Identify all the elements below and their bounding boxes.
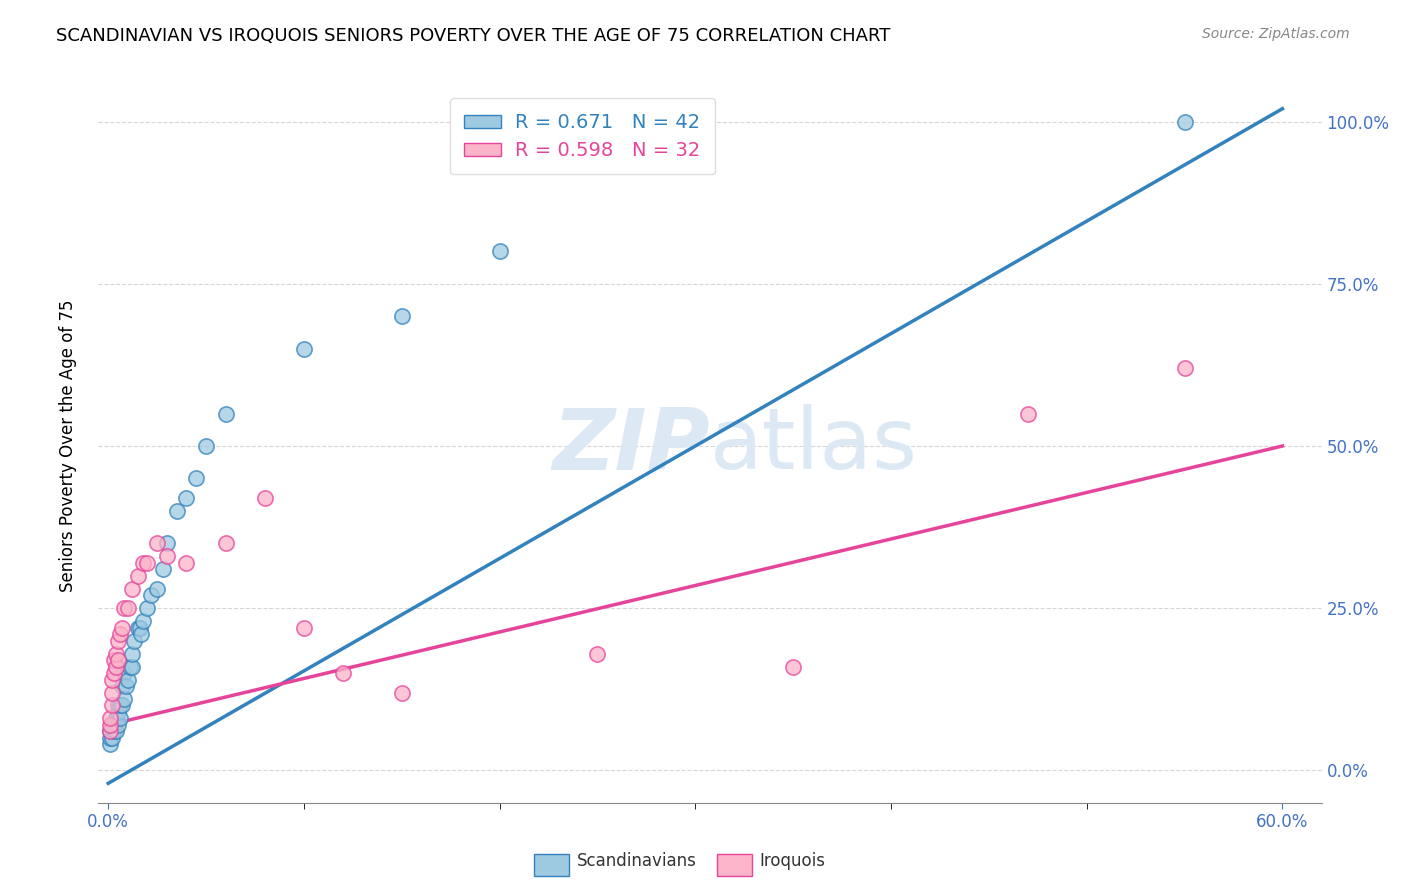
Point [292, 342, 315, 356]
Point [156, 536, 179, 550]
Point [146, 536, 169, 550]
Point [107, 705, 129, 719]
Point [118, 659, 141, 673]
Point [98, 711, 121, 725]
Text: SCANDINAVIAN VS IROQUOIS SENIORS POVERTY OVER THE AGE OF 75 CORRELATION CHART: SCANDINAVIAN VS IROQUOIS SENIORS POVERTY… [56, 27, 890, 45]
Y-axis label: Seniors Poverty Over the Age of 75: Seniors Poverty Over the Age of 75 [59, 300, 77, 592]
Point [103, 653, 125, 667]
Point [122, 633, 145, 648]
Point [101, 718, 124, 732]
Point [136, 601, 159, 615]
Point [132, 556, 155, 570]
Point [121, 582, 143, 596]
Point [1017, 407, 1039, 421]
Point [103, 724, 125, 739]
Point [107, 653, 129, 667]
Point [117, 673, 139, 687]
Point [176, 491, 198, 505]
Point [111, 621, 134, 635]
Point [1174, 114, 1197, 128]
Point [253, 491, 276, 505]
Point [98, 724, 121, 739]
Point [141, 588, 163, 602]
Point [132, 614, 155, 628]
Point [107, 633, 129, 648]
Point [214, 536, 236, 550]
Legend: R = 0.671   N = 42, R = 0.598   N = 32: R = 0.671 N = 42, R = 0.598 N = 32 [450, 98, 714, 174]
Point [186, 471, 208, 485]
Point [111, 698, 134, 713]
Point [114, 679, 136, 693]
Point [117, 601, 139, 615]
Text: Scandinavians: Scandinavians [576, 852, 696, 870]
Point [131, 627, 153, 641]
Point [101, 685, 124, 699]
Point [332, 666, 354, 681]
Point [107, 718, 129, 732]
Point [112, 601, 135, 615]
Point [292, 621, 315, 635]
Text: atlas: atlas [710, 404, 918, 488]
Point [152, 562, 174, 576]
Point [101, 731, 124, 745]
Point [127, 568, 149, 582]
Point [108, 711, 131, 725]
Text: Source: ZipAtlas.com: Source: ZipAtlas.com [1202, 27, 1350, 41]
Point [391, 685, 413, 699]
Text: ZIP: ZIP [553, 404, 710, 488]
Point [121, 659, 143, 673]
Point [782, 659, 804, 673]
Point [105, 647, 128, 661]
Point [98, 718, 121, 732]
Point [136, 556, 159, 570]
Point [98, 731, 121, 745]
Point [98, 738, 121, 752]
Point [195, 439, 218, 453]
Point [108, 627, 131, 641]
Point [105, 724, 128, 739]
Point [166, 504, 188, 518]
Point [103, 666, 125, 681]
Point [488, 244, 510, 259]
Point [146, 582, 169, 596]
Point [391, 310, 413, 324]
Point [112, 692, 135, 706]
Point [101, 673, 124, 687]
Point [112, 666, 135, 681]
Point [128, 621, 150, 635]
Point [105, 659, 128, 673]
Point [108, 698, 131, 713]
Point [156, 549, 179, 564]
Point [111, 679, 134, 693]
Point [103, 718, 125, 732]
Point [214, 407, 236, 421]
Point [121, 647, 143, 661]
Point [101, 698, 124, 713]
Point [107, 698, 129, 713]
Point [176, 556, 198, 570]
Point [98, 724, 121, 739]
Point [1174, 361, 1197, 376]
Point [105, 711, 128, 725]
Text: Iroquois: Iroquois [759, 852, 825, 870]
Point [127, 621, 149, 635]
Point [586, 647, 609, 661]
